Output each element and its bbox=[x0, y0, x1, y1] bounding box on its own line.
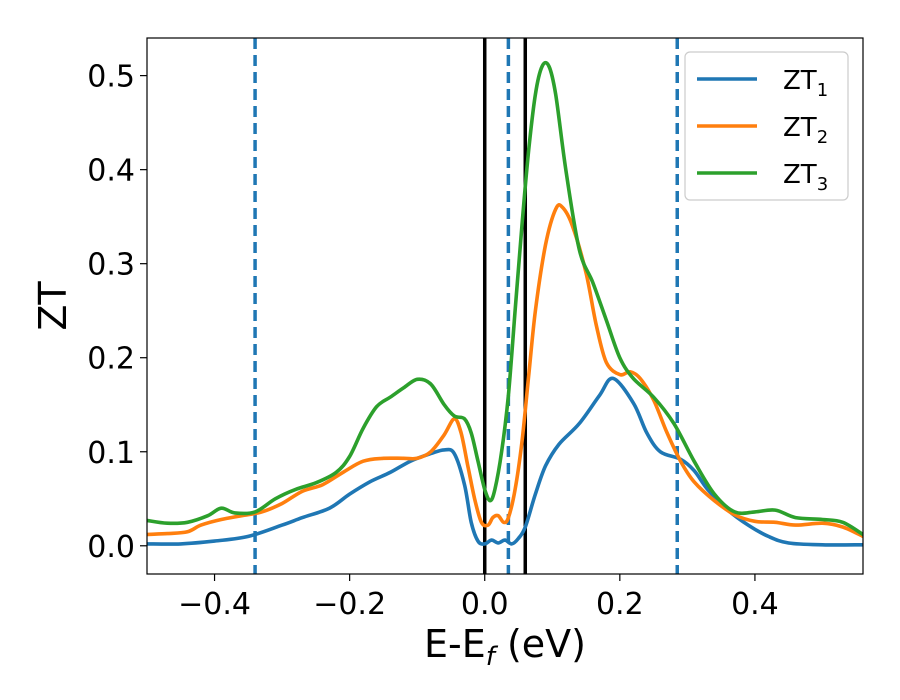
series-lines bbox=[147, 60, 863, 547]
series-line-zt3 bbox=[147, 60, 863, 537]
vertical-markers bbox=[253, 38, 679, 574]
y-tick-label: 0.2 bbox=[87, 342, 135, 377]
y-tick-label: 0.4 bbox=[87, 154, 135, 189]
x-tick-label: 0.4 bbox=[731, 587, 779, 622]
x-tick-label: −0.2 bbox=[313, 587, 386, 622]
x-tick-label: 0.0 bbox=[461, 587, 509, 622]
y-axis-title: ZT bbox=[31, 281, 75, 331]
series-line-zt2 bbox=[147, 203, 863, 539]
plot-frame bbox=[146, 37, 864, 575]
legend-label-zt3: ZT3 bbox=[783, 160, 828, 195]
legend: ZT1 ZT2 ZT3 bbox=[684, 51, 849, 201]
x-tick-label: 0.2 bbox=[596, 587, 644, 622]
x-tick-label: −0.4 bbox=[178, 587, 251, 622]
legend-label-zt2: ZT2 bbox=[783, 113, 828, 148]
legend-box bbox=[684, 51, 849, 201]
y-tick-label: 0.3 bbox=[87, 248, 135, 283]
x-axis-ticks: −0.4 −0.2 0.0 0.2 0.4 bbox=[178, 574, 779, 622]
legend-label-zt1: ZT1 bbox=[783, 66, 828, 101]
y-tick-label: 0.0 bbox=[87, 530, 135, 565]
y-axis-ticks: 0.0 0.1 0.2 0.3 0.4 0.5 bbox=[87, 60, 147, 565]
series-line-zt1 bbox=[147, 376, 863, 547]
y-tick-label: 0.1 bbox=[87, 436, 135, 471]
x-axis-title: E-Ef (eV) bbox=[424, 622, 586, 672]
y-tick-label: 0.5 bbox=[87, 60, 135, 95]
